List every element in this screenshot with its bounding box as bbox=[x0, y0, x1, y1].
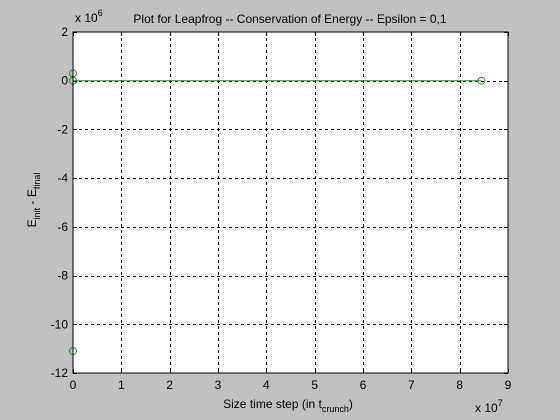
x-exponent-power: 7 bbox=[498, 398, 503, 408]
x-axis-label: Size time step (in tcrunch) bbox=[223, 397, 353, 414]
x-tick-label: 1 bbox=[118, 378, 125, 392]
y-axis-label: Einit - Efinal bbox=[25, 173, 42, 228]
x-tick-label: 8 bbox=[456, 378, 463, 392]
x-exponent: x 107 bbox=[475, 398, 503, 415]
y-exponent: x 106 bbox=[75, 8, 103, 25]
x-axis-label-sub: crunch bbox=[322, 404, 349, 414]
chart-title: Plot for Leapfrog -- Conservation of Ene… bbox=[133, 12, 446, 26]
x-tick-label: 4 bbox=[263, 378, 270, 392]
grid bbox=[73, 32, 508, 373]
y-tick-label: 0 bbox=[61, 74, 68, 88]
y-axis-label-sub1: init bbox=[32, 207, 42, 219]
x-tick-label: 6 bbox=[360, 378, 367, 392]
x-tick-label: 7 bbox=[408, 378, 415, 392]
x-tick-label: 5 bbox=[311, 378, 318, 392]
y-tick-label: -10 bbox=[51, 317, 69, 331]
data-point-marker bbox=[477, 76, 486, 85]
plot-frame bbox=[72, 31, 509, 374]
x-tick-label: 0 bbox=[70, 378, 77, 392]
x-axis-label-main: Size time step (in t bbox=[223, 397, 322, 411]
ticks: 0 1 2 3 4 5 6 7 8 9 2 0 -2 -4 -6 -8 -10 -12 bbox=[51, 25, 512, 392]
x-exponent-base: x 10 bbox=[475, 401, 498, 415]
y-axis-label-p1: E bbox=[25, 219, 39, 227]
x-axis-label-close: ) bbox=[349, 397, 353, 411]
x-tick-label: 3 bbox=[215, 378, 222, 392]
y-exponent-power: 6 bbox=[98, 8, 103, 18]
y-axis-label-p2: - E bbox=[25, 189, 39, 208]
y-tick-label: 2 bbox=[61, 25, 68, 39]
x-tick-label: 2 bbox=[166, 378, 173, 392]
y-tick-label: -4 bbox=[57, 171, 68, 185]
y-exponent-base: x 10 bbox=[75, 11, 98, 25]
y-tick-label: -8 bbox=[57, 269, 68, 283]
y-axis-label-sub2: final bbox=[32, 173, 42, 190]
x-tick-label: 9 bbox=[505, 378, 512, 392]
y-tick-label: -6 bbox=[57, 220, 68, 234]
y-tick-label: -12 bbox=[51, 366, 69, 380]
plot-area bbox=[73, 32, 508, 373]
y-tick-label: -2 bbox=[57, 122, 68, 136]
